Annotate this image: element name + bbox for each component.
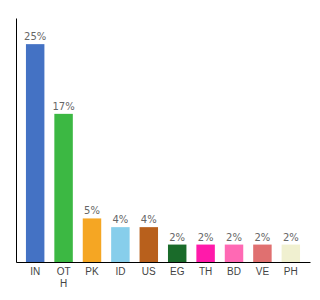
bar [225, 245, 243, 262]
x-tick-label-line: TH [199, 266, 212, 277]
x-tick-label: VE [256, 266, 270, 277]
x-tick-label-line: OT [57, 266, 71, 277]
x-tick-label-line: EG [170, 266, 185, 277]
bar [196, 245, 214, 262]
data-label: 2% [226, 232, 242, 243]
x-tick: PK [85, 266, 99, 277]
data-label: 2% [283, 232, 299, 243]
x-axis: IN OTH PK ID US EG TH BD VE PH [17, 263, 311, 289]
data-label: 2% [169, 232, 185, 243]
chart: INOTHPKIDUSEGTHBDVEPH25%17%5%4%4%2%2%2%2… [0, 0, 320, 300]
data-label: 4% [112, 214, 128, 225]
x-tick: VE [256, 266, 270, 277]
data-label: 25% [24, 31, 46, 42]
data-label: 5% [84, 205, 100, 216]
x-tick-label-line: US [142, 266, 156, 277]
data-label: 2% [198, 232, 214, 243]
x-tick-label: PK [85, 266, 99, 277]
x-tick-label: US [142, 266, 156, 277]
x-axis-line [17, 262, 311, 263]
x-tick: TH [199, 266, 212, 277]
x-tick-label-line: H [60, 278, 67, 289]
x-tick: BD [227, 266, 241, 277]
x-tick-label-line: VE [256, 266, 270, 277]
x-tick-label: OTH [57, 266, 71, 289]
x-tick: OTH [57, 266, 71, 289]
x-tick-label-line: ID [115, 266, 125, 277]
bars [26, 44, 300, 262]
x-tick-label-line: PH [284, 266, 298, 277]
x-tick: ID [115, 266, 125, 277]
bar [111, 227, 129, 262]
x-tick-label-line: IN [30, 266, 40, 277]
x-tick: US [142, 266, 156, 277]
x-tick: PH [284, 266, 298, 277]
bar [253, 245, 271, 262]
data-label: 4% [141, 214, 157, 225]
x-tick-label: ID [115, 266, 125, 277]
plot: INOTHPKIDUSEGTHBDVEPH25%17%5%4%4%2%2%2%2… [17, 19, 311, 289]
x-tick: EG [170, 266, 185, 277]
x-tick-label: IN [30, 266, 40, 277]
data-label: 2% [254, 232, 270, 243]
bar [140, 227, 158, 262]
bar [26, 44, 44, 262]
x-tick-label: BD [227, 266, 241, 277]
x-tick-label: PH [284, 266, 298, 277]
x-tick-label-line: PK [85, 266, 99, 277]
y-axis [16, 19, 17, 263]
data-labels: 25% 17% 5% 4% 4% 2% 2% 2% 2% 2% [24, 31, 299, 242]
bar [83, 218, 101, 262]
y-axis-line [16, 19, 17, 263]
x-tick: IN [30, 266, 40, 277]
bar [168, 245, 186, 262]
data-label: 17% [52, 101, 74, 112]
bar [54, 114, 72, 262]
x-tick-label: EG [170, 266, 185, 277]
x-tick-label-line: BD [227, 266, 241, 277]
bar [282, 245, 300, 262]
x-tick-label: TH [199, 266, 212, 277]
